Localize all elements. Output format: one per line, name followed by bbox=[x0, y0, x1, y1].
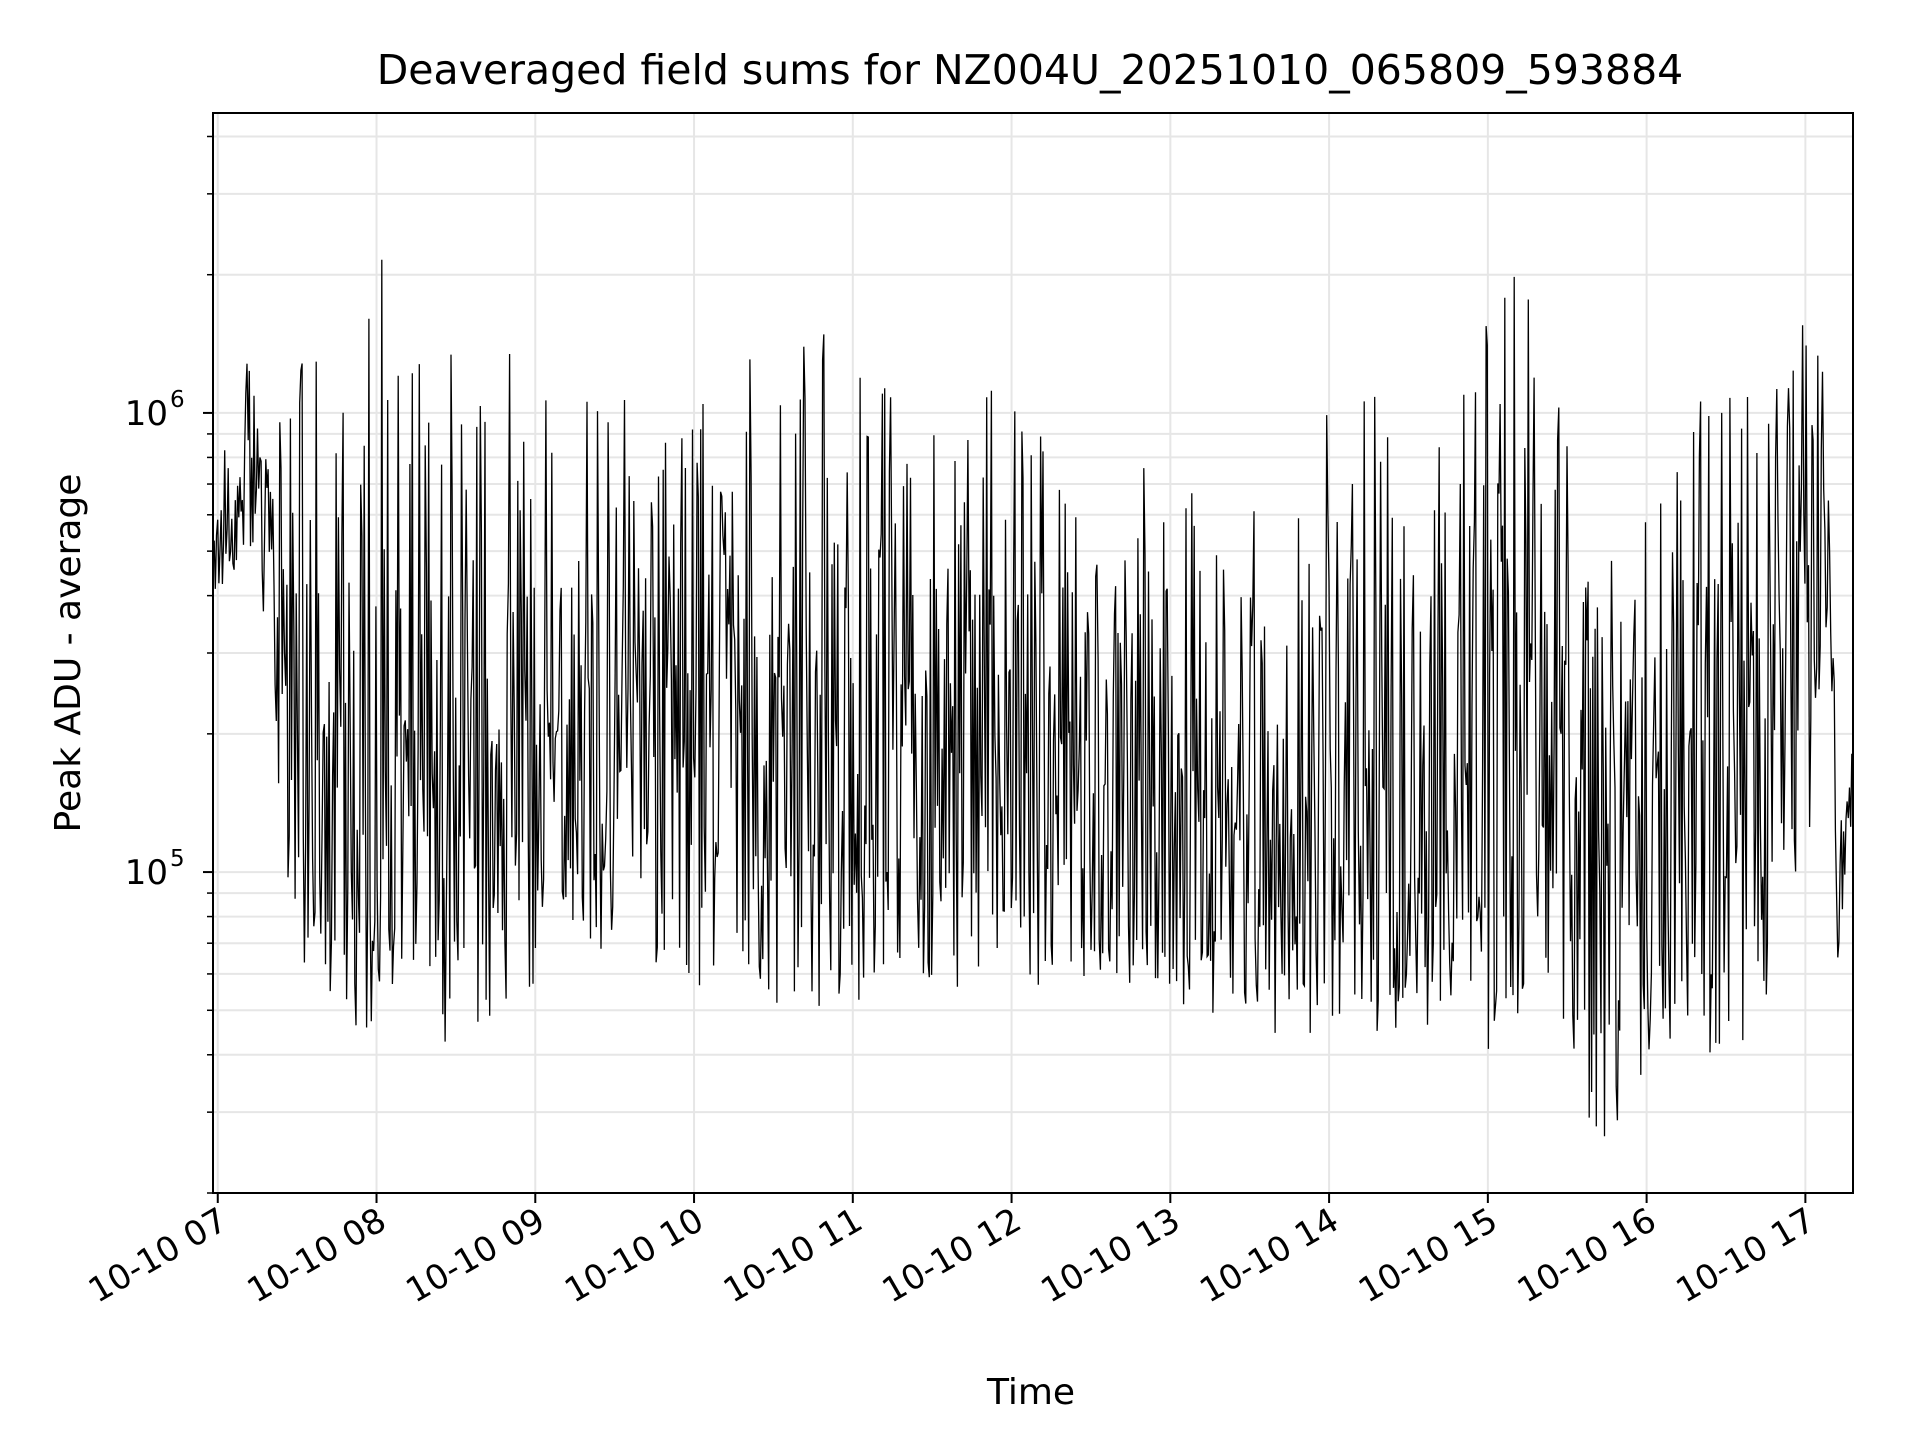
chart-title: Deaveraged field sums for NZ004U_2025101… bbox=[377, 46, 1684, 94]
y-tick-label: 10 bbox=[125, 853, 168, 893]
series-layer bbox=[212, 259, 1854, 1137]
y-tick-label: 10 bbox=[125, 394, 168, 434]
y-tick-label-base: 10 bbox=[125, 853, 168, 893]
x-axis-label: Time bbox=[986, 1372, 1075, 1413]
y-tick-label-exponent: 6 bbox=[170, 387, 185, 413]
y-tick-label-exponent: 5 bbox=[170, 846, 185, 872]
y-tick-label-base: 10 bbox=[125, 394, 168, 434]
series-line bbox=[212, 259, 1854, 1137]
y-axis-label: Peak ADU - average bbox=[48, 474, 89, 833]
